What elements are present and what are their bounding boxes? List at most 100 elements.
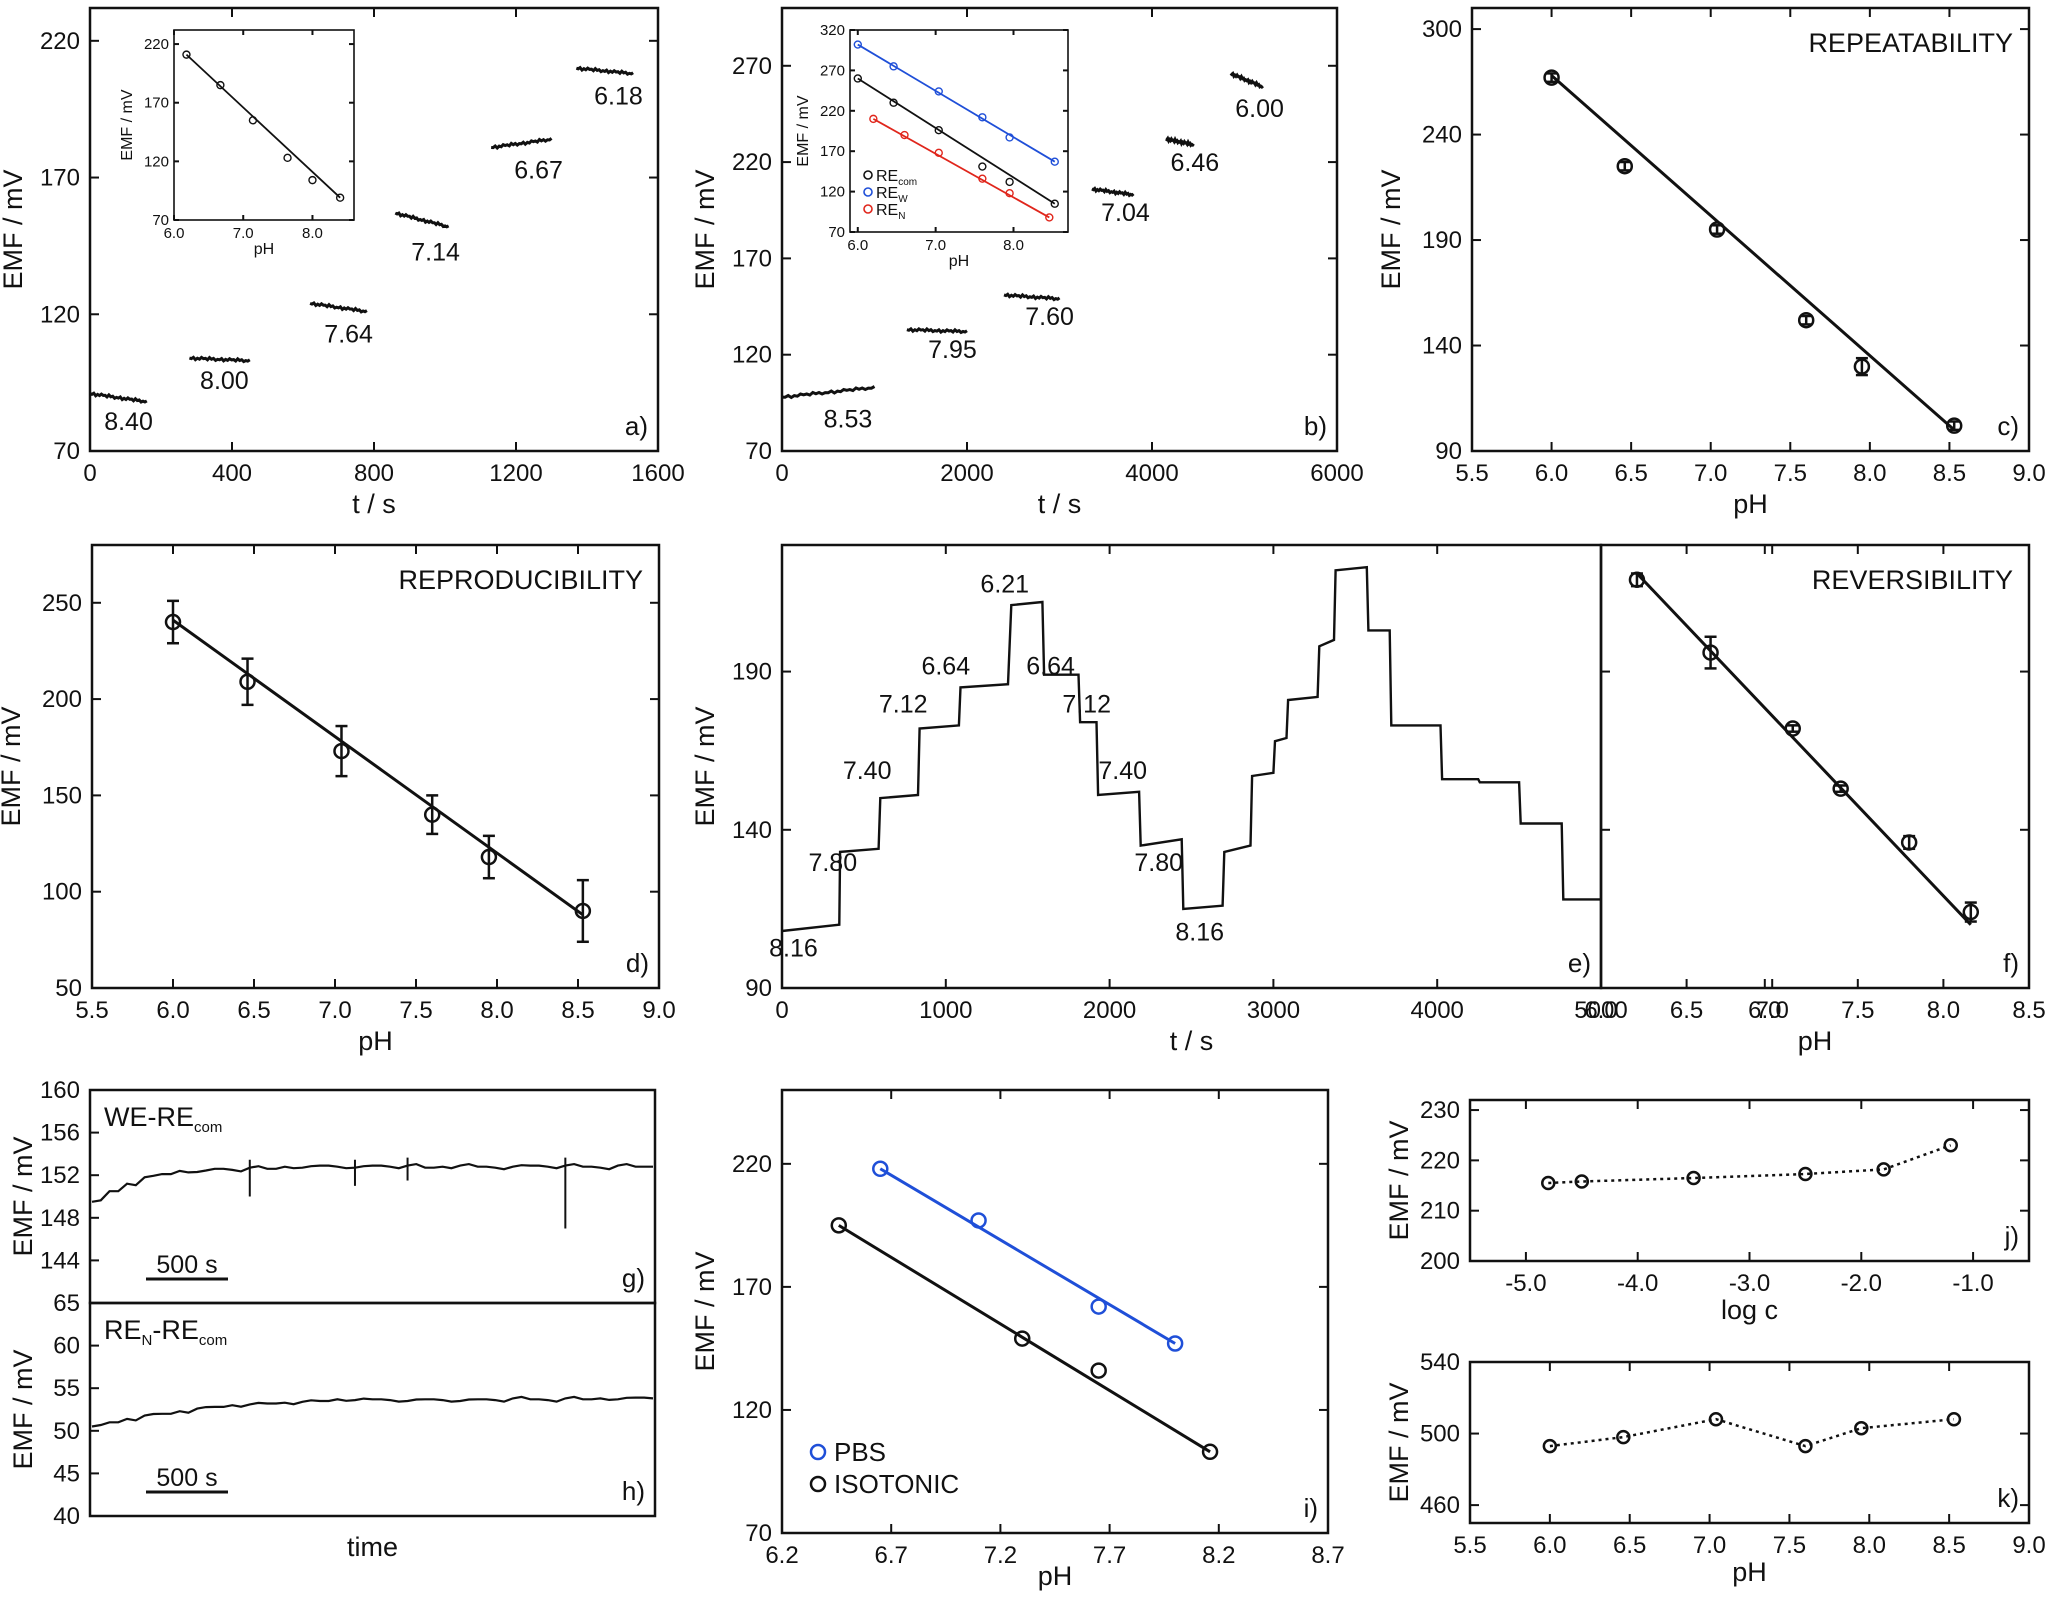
y-tick-label: 120 bbox=[732, 1397, 772, 1424]
y-tick-label: 45 bbox=[53, 1460, 80, 1487]
x-tick-label: 8.0 bbox=[1003, 237, 1024, 254]
inset-data-point bbox=[1045, 213, 1054, 222]
inset-data-point bbox=[1050, 199, 1059, 208]
y-tick-label: 140 bbox=[732, 817, 772, 844]
fit-line bbox=[1635, 572, 1972, 926]
y-tick-label: 200 bbox=[42, 686, 82, 713]
x-tick-label: 6.0 bbox=[1533, 1532, 1566, 1559]
x-tick-label: 6.5 bbox=[1613, 1532, 1646, 1559]
data-point bbox=[1574, 1174, 1590, 1189]
inset-data-point bbox=[216, 80, 225, 90]
panel-h: 40 45 50 55 60 65 EMF / mV h) REN-REcom 500 s time bbox=[8, 1290, 657, 1562]
x-tick-label: 5.5 bbox=[75, 997, 108, 1024]
panel-label: k) bbox=[1997, 1483, 2019, 1513]
panel-label: e) bbox=[1568, 948, 1591, 978]
y-tick-label: 250 bbox=[42, 590, 82, 617]
data-point bbox=[1962, 903, 1980, 921]
ph-annotation: 7.80 bbox=[1134, 849, 1183, 877]
ph-annotation: 7.60 bbox=[1025, 303, 1074, 331]
x-tick-label: 1200 bbox=[489, 460, 542, 487]
ph-annotation: 7.12 bbox=[1062, 691, 1111, 719]
scale-bar-label: 500 s bbox=[156, 1464, 217, 1492]
y-tick-label: 500 bbox=[1420, 1421, 1460, 1448]
fit-line-pbs bbox=[879, 1167, 1176, 1345]
legend-name: RE bbox=[876, 185, 898, 202]
data-point bbox=[239, 673, 256, 691]
x-tick-label: 7.5 bbox=[1841, 997, 1874, 1024]
legend-marker bbox=[809, 1475, 827, 1493]
inset-data-point bbox=[900, 130, 909, 140]
x-tick-label: 6.0 bbox=[1748, 997, 1781, 1024]
y-tick-label: 230 bbox=[1420, 1097, 1460, 1124]
inset-data-point bbox=[335, 193, 345, 202]
inset-data-point bbox=[1005, 133, 1014, 142]
data-point bbox=[1628, 571, 1646, 589]
x-tick-label: -4.0 bbox=[1617, 1270, 1658, 1297]
emf-trace bbox=[91, 1395, 654, 1428]
y-tick-label: 120 bbox=[40, 301, 80, 328]
panel-label: a) bbox=[625, 411, 648, 441]
x-tick-label: 8.0 bbox=[1853, 1532, 1886, 1559]
inset-fit-line bbox=[857, 77, 1056, 205]
trace-title-subscript: com bbox=[199, 1332, 227, 1349]
data-point bbox=[1708, 1411, 1724, 1427]
ph-annotation: 8.40 bbox=[104, 408, 153, 436]
y-tick-label: 70 bbox=[53, 438, 80, 465]
dotted-trend-line bbox=[1549, 1417, 1955, 1448]
x-tick-label: 8.0 bbox=[1927, 997, 1960, 1024]
x-tick-label: 6.5 bbox=[1670, 997, 1703, 1024]
data-point bbox=[333, 742, 350, 760]
emf-trace-segment bbox=[309, 301, 368, 314]
emf-trace-segment bbox=[1091, 186, 1135, 198]
y-tick-label: 150 bbox=[42, 782, 82, 809]
plot-frame bbox=[780, 6, 1339, 453]
legend-subscript: com bbox=[898, 177, 917, 188]
x-tick-label: 8.0 bbox=[480, 997, 513, 1024]
inset-data-point bbox=[1005, 189, 1014, 198]
legend-subscript: W bbox=[898, 194, 908, 205]
x-tick-label: 4000 bbox=[1125, 460, 1178, 487]
y-tick-label: 152 bbox=[40, 1162, 80, 1189]
y-tick-label: 50 bbox=[55, 975, 82, 1002]
y-tick-label: 90 bbox=[745, 975, 772, 1002]
x-tick-label: 9.0 bbox=[2012, 460, 2045, 487]
emf-trace-segment bbox=[575, 65, 634, 77]
x-tick-label: 6.7 bbox=[875, 1542, 908, 1569]
x-axis-label: pH bbox=[254, 241, 274, 258]
inset-frame bbox=[849, 29, 1069, 233]
inset-data-point bbox=[1005, 177, 1014, 187]
trace-title: WE-REcom bbox=[104, 1102, 222, 1136]
trace-title-tail: -RE bbox=[152, 1315, 199, 1345]
y-tick-label: 170 bbox=[144, 95, 169, 112]
fit-line bbox=[1550, 74, 1956, 432]
y-tick-label: 220 bbox=[820, 103, 845, 120]
data-point bbox=[1832, 780, 1849, 797]
x-tick-label: 5.5 bbox=[1455, 460, 1488, 487]
x-tick-label: 7.2 bbox=[984, 1542, 1017, 1569]
x-tick-label: 6.5 bbox=[237, 997, 270, 1024]
x-tick-label: 400 bbox=[212, 460, 252, 487]
data-point bbox=[1616, 1429, 1631, 1445]
panel-g: 144 148 152 156 160 EMF / mV g) WE-REcom 500 s bbox=[8, 1077, 657, 1305]
inset-fit-line bbox=[872, 118, 1050, 219]
inset-data-point bbox=[934, 87, 943, 96]
panel-label: f) bbox=[2003, 948, 2019, 978]
x-tick-label: -3.0 bbox=[1729, 1270, 1770, 1297]
x-tick-label: 8.5 bbox=[1932, 1532, 1965, 1559]
panel-k: 5.5 6.0 6.5 7.0 7.5 8.0 8.5 9.0 460 500 540 pH EMF /… bbox=[1384, 1349, 2046, 1587]
emf-trace-segment bbox=[1003, 292, 1061, 302]
y-tick-label: 320 bbox=[820, 22, 845, 39]
data-point bbox=[1702, 644, 1719, 661]
x-tick-label: 8.0 bbox=[302, 225, 323, 242]
emf-trace-segment bbox=[188, 355, 251, 364]
x-axis-label: t / s bbox=[352, 489, 396, 519]
panel-label: i) bbox=[1304, 1493, 1318, 1523]
x-axis-label: pH bbox=[1038, 1561, 1073, 1591]
panel-label: d) bbox=[626, 948, 649, 978]
y-tick-label: 60 bbox=[53, 1333, 80, 1360]
x-tick-label: 3000 bbox=[1247, 997, 1300, 1024]
data-point bbox=[1166, 1335, 1184, 1352]
x-axis-label: time bbox=[347, 1532, 398, 1562]
